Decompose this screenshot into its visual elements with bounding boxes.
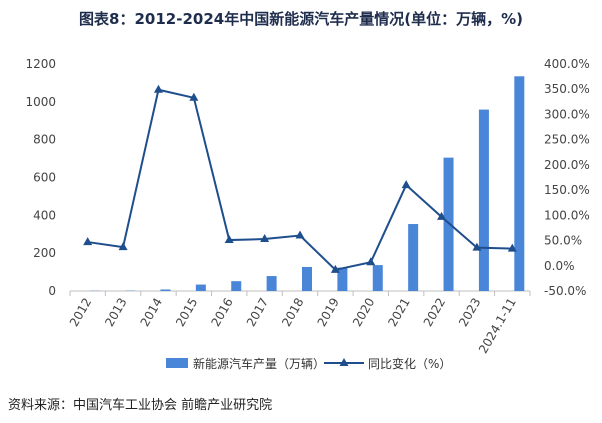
legend-line-marker (339, 358, 349, 366)
x-tick-label: 2021 (385, 296, 412, 329)
left-tick-label: 800 (33, 133, 56, 147)
legend-bar-label: 新能源汽车产量（万辆） (193, 356, 325, 371)
right-tick-label: 250.0% (544, 133, 590, 147)
line-point-marker (507, 243, 517, 252)
x-tick-label: 2013 (102, 296, 129, 329)
line-point-marker (260, 234, 270, 243)
line-series (83, 84, 517, 273)
bar-series (89, 76, 525, 291)
x-tick-label: 2023 (456, 296, 483, 329)
left-tick-label: 0 (48, 284, 56, 298)
x-tick-label: 2019 (315, 296, 342, 329)
left-tick-label: 400 (33, 208, 56, 222)
bar (160, 289, 171, 291)
source-note: 资料来源：中国汽车工业协会 前瞻产业研究院 (8, 398, 273, 413)
legend: 新能源汽车产量（万辆） 同比变化（%） (166, 356, 451, 371)
left-tick-label: 1000 (25, 95, 56, 109)
line-point-marker (83, 237, 93, 246)
right-tick-label: 150.0% (544, 183, 590, 197)
legend-bar-swatch (166, 358, 188, 368)
x-tick-label: 2015 (173, 296, 200, 329)
x-tick-label: 2012 (67, 296, 94, 329)
line-point-marker (118, 242, 128, 251)
line-point-marker (224, 235, 234, 244)
right-tick-label: 50.0% (544, 234, 582, 248)
line-point-marker (472, 242, 482, 251)
right-tick-label: 100.0% (544, 208, 590, 222)
right-tick-label: 400.0% (544, 57, 590, 71)
left-tick-label: 600 (33, 171, 56, 185)
right-tick-label: 0.0% (544, 259, 575, 273)
line-point-marker (153, 84, 163, 93)
line-point-marker (295, 230, 305, 239)
line-point-marker (189, 92, 199, 101)
bar (478, 109, 489, 291)
x-tick-label: 2018 (279, 296, 306, 329)
left-tick-label: 1200 (25, 57, 56, 71)
x-tick-label: 2020 (350, 296, 377, 329)
axes: 0 200 400 600 800 1000 1200 -50.0% 0.0% 50.0% 100.… (25, 57, 589, 356)
right-tick-label: 300.0% (544, 107, 590, 121)
bar (372, 265, 383, 291)
x-tick-label: 2024.1-11 (476, 296, 519, 356)
right-tick-label: 350.0% (544, 82, 590, 96)
x-tick-label: 2017 (244, 296, 271, 329)
bar (266, 276, 277, 291)
bar (443, 157, 454, 291)
line-point-marker (330, 264, 340, 273)
legend-line-label: 同比变化（%） (368, 356, 451, 371)
line-point-marker (401, 180, 411, 189)
line-point-marker (437, 211, 447, 220)
bar (302, 266, 312, 291)
bar (231, 281, 242, 291)
right-tick-label: -50.0% (544, 284, 586, 298)
left-tick-label: 200 (33, 246, 56, 260)
bar (337, 267, 348, 291)
x-tick-label: 2014 (138, 296, 165, 329)
x-tick-label: 2022 (421, 296, 448, 329)
line-point-marker (366, 257, 376, 266)
right-tick-label: 200.0% (544, 158, 590, 172)
bar (514, 76, 525, 291)
bar (195, 284, 206, 291)
x-tick-label: 2016 (208, 296, 235, 329)
chart-title: 图表8：2012-2024年中国新能源汽车产量情况(单位：万辆，%) (79, 10, 523, 28)
bar (408, 224, 419, 291)
